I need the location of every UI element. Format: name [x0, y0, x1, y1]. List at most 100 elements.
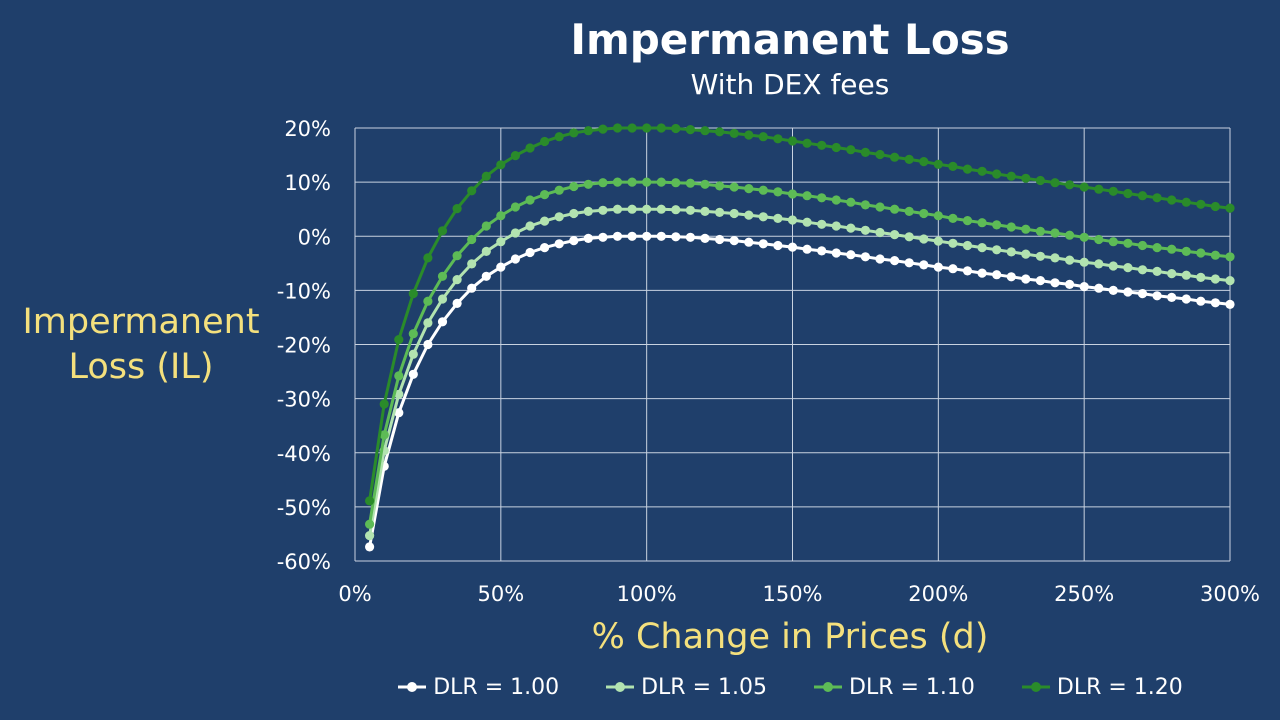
data-point — [933, 159, 943, 169]
data-point — [904, 232, 914, 242]
data-point — [787, 215, 798, 225]
chart-title: Impermanent Loss — [570, 15, 1010, 64]
data-point — [817, 246, 827, 256]
data-point — [1035, 251, 1045, 261]
chart-subtitle: With DEX fees — [690, 68, 890, 101]
data-point — [408, 349, 418, 359]
data-point — [583, 233, 593, 243]
data-point — [642, 177, 652, 187]
data-point — [758, 132, 768, 142]
data-point — [1079, 182, 1089, 192]
y-tick-label: 20% — [284, 117, 331, 141]
data-point — [598, 178, 608, 188]
legend-swatch — [1021, 682, 1050, 692]
data-point — [1006, 272, 1016, 282]
data-point — [700, 233, 710, 243]
data-point — [992, 169, 1002, 179]
y-tick-label: 10% — [284, 171, 331, 195]
data-point — [598, 232, 608, 242]
data-point — [540, 216, 550, 226]
data-point — [1108, 261, 1118, 271]
legend-label: DLR = 1.00 — [433, 674, 560, 700]
y-tick-label: -10% — [277, 279, 331, 303]
data-point — [656, 204, 666, 214]
data-point — [831, 248, 841, 258]
data-point — [904, 258, 914, 268]
data-point — [831, 195, 841, 205]
data-point — [569, 181, 579, 192]
data-point — [919, 234, 929, 244]
data-point — [612, 123, 623, 133]
data-point — [656, 123, 666, 133]
legend-item: DLR = 1.00 — [397, 675, 559, 700]
legend-label: DLR = 1.05 — [641, 674, 767, 700]
data-point — [933, 262, 943, 272]
x-tick-label: 300% — [1200, 582, 1260, 606]
data-point — [860, 252, 871, 262]
grid-layer — [354, 127, 1231, 562]
data-point — [904, 154, 914, 164]
data-point — [919, 260, 929, 270]
data-point — [860, 225, 871, 235]
data-point — [1050, 253, 1060, 263]
y-tick-label: -30% — [277, 388, 331, 412]
data-point — [481, 221, 491, 231]
data-point — [962, 164, 973, 174]
data-point — [1108, 237, 1118, 247]
series-line — [368, 180, 1231, 525]
data-point — [1108, 186, 1118, 196]
data-point — [758, 239, 768, 249]
data-point — [467, 259, 477, 269]
data-point — [583, 126, 593, 136]
data-point — [1035, 276, 1045, 286]
data-point — [408, 289, 418, 299]
data-point — [1225, 299, 1235, 309]
data-point — [977, 218, 987, 228]
data-point — [554, 132, 564, 142]
data-point — [394, 371, 404, 381]
data-point — [1137, 289, 1148, 299]
data-point — [948, 264, 958, 274]
data-point — [627, 177, 637, 187]
data-point — [860, 200, 871, 210]
data-point — [496, 262, 506, 272]
data-point — [365, 496, 375, 506]
data-point — [1167, 292, 1177, 302]
data-point — [962, 266, 973, 276]
legend-swatch — [398, 682, 427, 692]
data-point — [627, 231, 637, 241]
data-point — [1021, 249, 1031, 259]
data-point — [846, 250, 856, 260]
legend-swatch — [606, 682, 635, 692]
y-tick-label: -60% — [277, 550, 331, 574]
data-point — [977, 166, 987, 176]
data-point — [510, 228, 520, 238]
data-point — [919, 157, 929, 167]
series-line — [368, 234, 1231, 548]
data-point — [612, 231, 623, 241]
data-point — [554, 185, 564, 195]
data-point — [890, 230, 900, 240]
data-point — [875, 254, 885, 264]
data-point — [394, 408, 404, 418]
data-point — [787, 242, 798, 252]
data-point — [1065, 255, 1075, 265]
data-point — [1152, 243, 1162, 253]
legend: DLR = 1.00 DLR = 1.05 DLR = 1.10 DLR = 1.20 — [330, 672, 1250, 702]
data-point — [496, 211, 506, 221]
data-point — [890, 152, 900, 162]
data-point — [846, 145, 856, 155]
data-point — [423, 318, 433, 328]
data-point — [554, 212, 564, 222]
data-point — [1021, 274, 1031, 284]
data-point — [540, 243, 550, 253]
data-point — [1225, 252, 1235, 262]
data-point — [627, 204, 637, 214]
x-tick-label: 50% — [477, 582, 524, 606]
data-point — [744, 237, 754, 247]
series-3 — [365, 177, 1235, 529]
series-4 — [365, 123, 1235, 506]
data-point — [744, 184, 754, 194]
data-point — [846, 223, 856, 233]
